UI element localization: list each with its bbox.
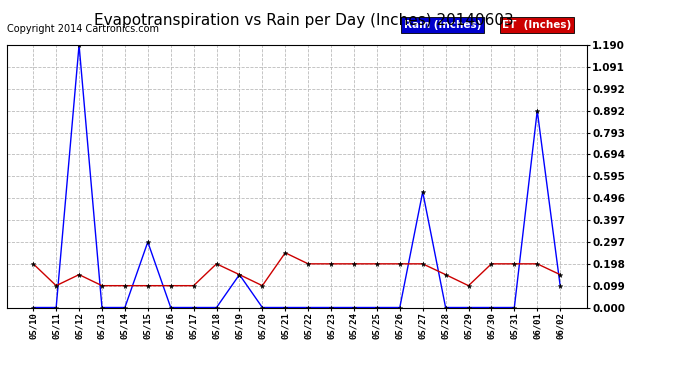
Text: Copyright 2014 Cartronics.com: Copyright 2014 Cartronics.com [7, 24, 159, 34]
Text: Evapotranspiration vs Rain per Day (Inches) 20140603: Evapotranspiration vs Rain per Day (Inch… [94, 13, 513, 28]
Text: Rain (Inches): Rain (Inches) [404, 20, 482, 30]
Text: ET  (Inches): ET (Inches) [502, 20, 572, 30]
